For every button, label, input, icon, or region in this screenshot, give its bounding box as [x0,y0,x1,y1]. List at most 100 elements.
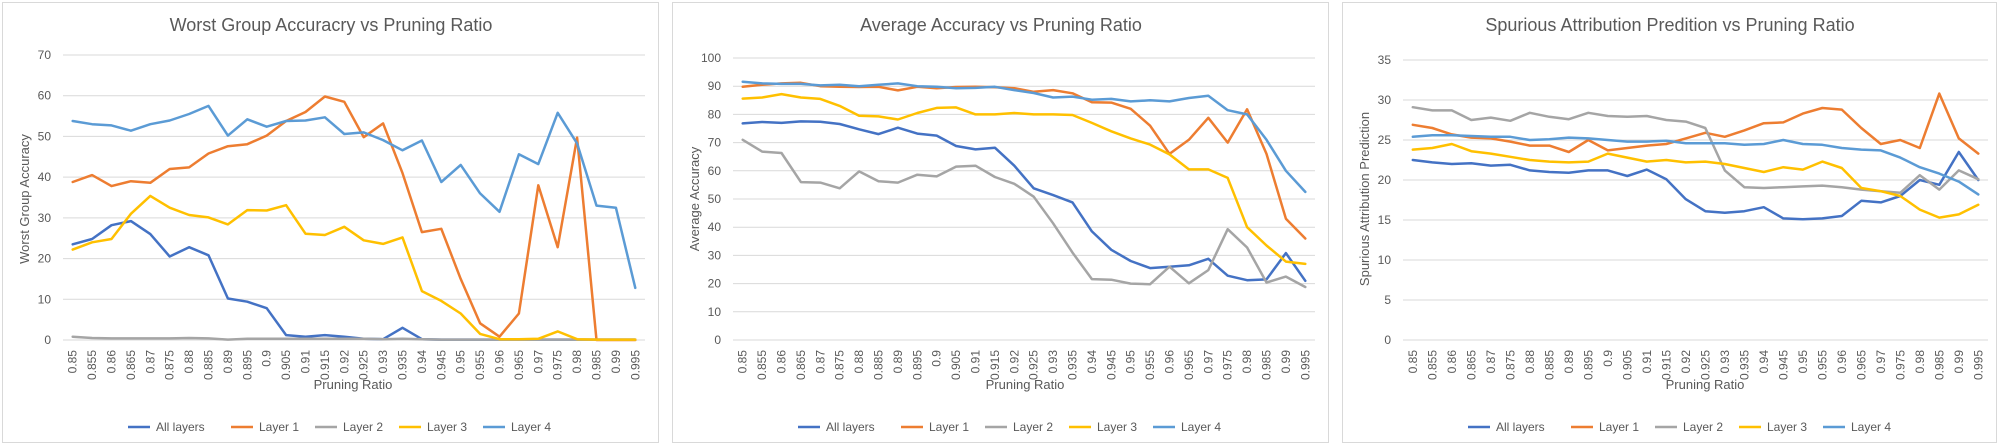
x-tick-label: 0.97 [531,350,545,374]
y-tick-label: 100 [701,51,721,65]
y-tick-label: 10 [38,292,52,306]
y-tick-label: 20 [708,277,722,291]
chart-panel-worst-group-accuracy: Worst Group Accuracry vs Pruning Ratio P… [2,2,659,443]
y-axis-title: Worst Group Accuracy [17,134,32,264]
x-tick-label: 0.89 [221,350,235,374]
x-tick-label: 0.91 [299,350,313,374]
x-tick-label: 0.99 [609,350,623,374]
y-axis-title: Average Accuracy [687,146,702,251]
x-tick-label: 0.86 [775,350,789,374]
x-tick-label: 0.935 [1066,350,1080,380]
x-tick-label: 0.89 [1562,350,1576,374]
x-tick-label: 0.9 [930,350,944,367]
series-line-layer-1 [1411,92,1980,155]
x-tick-label: 0.975 [551,350,565,380]
legend-label-all-layers: All layers [156,420,205,434]
x-tick-label: 0.94 [1757,350,1771,374]
x-tick-label: 0.96 [493,350,507,374]
x-tick-label: 0.885 [1542,350,1556,380]
series-line-layer-2 [71,335,637,341]
x-tick-label: 0.865 [1464,350,1478,380]
x-tick-label: 0.895 [1581,350,1595,380]
x-tick-labels: 0.85 0.855 0.86 0.865 0.87 0.875 0.88 0.885 0.89… [1406,350,1986,380]
y-tick-label: 50 [38,129,52,143]
y-tick-label: 60 [708,164,722,178]
x-tick-label: 0.915 [1659,350,1673,380]
y-tick-label: 50 [708,192,722,206]
gridlines [1403,59,1988,341]
y-tick-label: 0 [44,333,51,347]
series-line-layer-1 [71,95,637,342]
gridlines [733,57,1315,341]
x-tick-label: 0.98 [1913,350,1927,374]
x-tick-label: 0.93 [1718,350,1732,374]
x-tick-label: 0.905 [949,350,963,380]
x-tick-label: 0.955 [1143,350,1157,380]
legend-label-layer-3: Layer 3 [427,420,467,434]
x-tick-label: 0.85 [66,350,80,374]
y-tick-label: 70 [38,48,52,62]
legend-label-layer-2: Layer 2 [1683,420,1723,434]
series-line-layer-3 [741,92,1307,266]
y-tick-label: 40 [38,170,52,184]
y-axis-title: Spurious Attribution Prediction [1357,112,1372,286]
x-tick-label: 0.99 [1952,350,1966,374]
x-tick-label: 0.96 [1835,350,1849,374]
y-tick-label: 30 [38,211,52,225]
y-tick-labels: 0 5 10 15 20 25 30 35 [1378,53,1392,347]
series-line-all-layers [71,219,637,341]
x-tick-label: 0.89 [891,350,905,374]
x-tick-label: 0.935 [1737,350,1751,380]
x-tick-label: 0.855 [1425,350,1439,380]
x-tick-labels: 0.85 0.855 0.86 0.865 0.87 0.875 0.88 0.885 0.89… [66,350,643,380]
x-tick-label: 0.955 [473,350,487,380]
x-tick-label: 0.905 [1620,350,1634,380]
chart-panel-spurious-attribution: Spurious Attribution Predition vs Prunin… [1342,2,1997,443]
series-line-layer-1 [741,81,1307,240]
series-line-layer-2 [741,138,1307,289]
x-tick-label: 0.92 [1007,350,1021,374]
legend-label-layer-3: Layer 3 [1097,420,1137,434]
legend-label-layer-2: Layer 2 [1013,420,1053,434]
x-tick-label: 0.925 [357,350,371,380]
legend-label-all-layers: All layers [826,420,875,434]
series-line-layer-4 [1411,133,1980,196]
x-tick-label: 0.995 [1971,350,1985,380]
x-tick-label: 0.85 [1406,350,1420,374]
chart-title: Average Accuracy vs Pruning Ratio [860,15,1142,35]
chart-panel-average-accuracy: Average Accuracy vs Pruning Ratio Prunin… [672,2,1329,443]
x-tick-label: 0.955 [1815,350,1829,380]
y-tick-label: 40 [708,220,722,234]
x-tick-label: 0.88 [1523,350,1537,374]
x-tick-label: 0.94 [415,350,429,374]
y-tick-label: 90 [708,79,722,93]
legend-label-layer-3: Layer 3 [1767,420,1807,434]
x-tick-label: 0.9 [1601,350,1615,367]
x-tick-label: 0.99 [1279,350,1293,374]
x-tick-label: 0.945 [1104,350,1118,380]
x-tick-label: 0.995 [1298,350,1312,380]
series-line-layer-3 [1411,142,1980,219]
x-tick-label: 0.95 [454,350,468,374]
y-tick-label: 30 [708,248,722,262]
x-tick-label: 0.91 [1640,350,1654,374]
series-line-layer-4 [71,104,637,290]
x-tick-label: 0.945 [1776,350,1790,380]
x-tick-label: 0.915 [988,350,1002,380]
x-axis-title: Pruning Ratio [986,377,1065,392]
x-tick-label: 0.98 [570,350,584,374]
y-tick-label: 25 [1378,133,1392,147]
x-tick-label: 0.875 [163,350,177,380]
legend-label-all-layers: All layers [1496,420,1545,434]
legend: All layers Layer 1 Layer 2 Layer 3 Layer 4 [798,420,1221,434]
chart-title: Worst Group Accuracry vs Pruning Ratio [170,15,493,35]
x-tick-label: 0.855 [85,350,99,380]
y-tick-label: 0 [714,333,721,347]
worst-group-accuracy-chart: Worst Group Accuracry vs Pruning Ratio P… [17,15,645,434]
y-tick-label: 15 [1378,213,1392,227]
y-tick-labels: 0 10 20 30 40 50 60 70 [38,48,52,347]
y-tick-label: 5 [1384,293,1391,307]
x-tick-label: 0.92 [1679,350,1693,374]
y-tick-label: 20 [38,252,52,266]
x-tick-label: 0.885 [872,350,886,380]
